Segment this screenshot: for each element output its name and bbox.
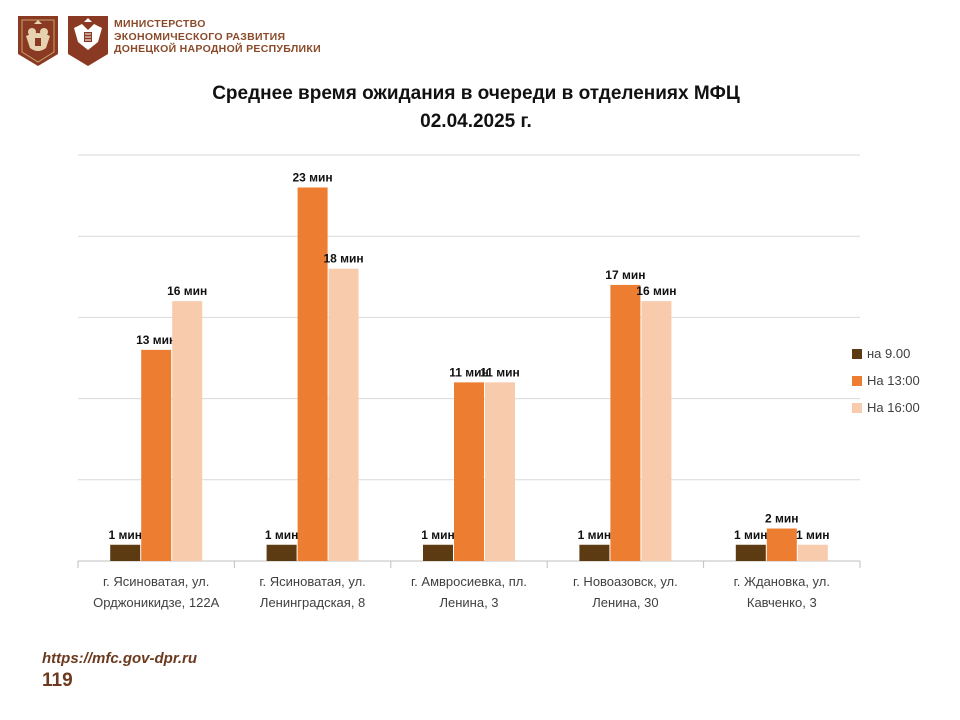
data-label: 2 мин bbox=[765, 512, 799, 526]
data-label: 17 мин bbox=[605, 268, 645, 282]
data-label: 1 мин bbox=[734, 528, 768, 542]
category-label: г. Ждановка, ул. bbox=[734, 574, 830, 589]
ministry-line: МИНИСТЕРСТВО bbox=[114, 18, 206, 30]
category-label: г. Новоазовск, ул. bbox=[573, 574, 678, 589]
data-label: 18 мин bbox=[324, 252, 364, 266]
bar bbox=[266, 544, 297, 561]
bar bbox=[172, 301, 203, 561]
category-label: Ленина, 3 bbox=[439, 595, 498, 610]
category-label: г. Ясиноватая, ул. bbox=[259, 574, 365, 589]
category-label: Кавченко, 3 bbox=[747, 595, 817, 610]
data-label: 1 мин bbox=[578, 528, 612, 542]
data-label: 11 мин bbox=[480, 365, 520, 379]
legend-label: На 13:00 bbox=[867, 373, 920, 388]
legend-swatch bbox=[852, 402, 862, 413]
ministry-line: ДОНЕЦКОЙ НАРОДНОЙ РЕСПУБЛИКИ bbox=[114, 43, 321, 55]
ministry-name: МИНИСТЕРСТВО ЭКОНОМИЧЕСКОГО РАЗВИТИЯ ДОН… bbox=[114, 18, 321, 56]
header: МИНИСТЕРСТВО ЭКОНОМИЧЕСКОГО РАЗВИТИЯ ДОН… bbox=[16, 14, 436, 68]
bar bbox=[485, 382, 515, 561]
bar bbox=[641, 301, 672, 561]
category-label: г. Ясиноватая, ул. bbox=[103, 574, 209, 589]
bar bbox=[141, 349, 172, 561]
bar bbox=[423, 544, 453, 561]
legend-swatch bbox=[852, 375, 862, 386]
bar bbox=[797, 544, 828, 561]
legend-label: На 16:00 bbox=[867, 400, 920, 415]
chart-date: 02.04.2025 г. bbox=[420, 111, 532, 132]
data-label: 1 мин bbox=[265, 528, 299, 542]
eagle-coat-of-arms-icon bbox=[66, 14, 110, 68]
category-label: г. Амвросиевка, пл. bbox=[411, 574, 527, 589]
page-number: 119 bbox=[42, 670, 73, 691]
data-label: 23 мин bbox=[293, 170, 333, 184]
category-label: Орджоникидзе, 122А bbox=[93, 595, 219, 610]
legend-label: на 9.00 bbox=[867, 346, 911, 361]
data-label: 16 мин bbox=[636, 284, 676, 298]
legend-item: На 13:00 bbox=[852, 367, 920, 394]
bar bbox=[454, 382, 484, 561]
footer-url: https://mfc.gov-dpr.ru bbox=[42, 650, 197, 667]
legend-item: на 9.00 bbox=[852, 340, 920, 367]
legend-swatch bbox=[852, 348, 862, 359]
data-label: 11 мин bbox=[449, 365, 489, 379]
bar bbox=[297, 187, 328, 562]
bar bbox=[766, 528, 797, 561]
data-label: 1 мин bbox=[108, 528, 142, 542]
category-label: Ленинградская, 8 bbox=[260, 595, 365, 610]
bar bbox=[610, 284, 641, 561]
data-label: 1 мин bbox=[796, 528, 830, 542]
data-label: 13 мин bbox=[136, 333, 176, 347]
category-label: Ленина, 30 bbox=[592, 595, 658, 610]
chart-legend: на 9.00 На 13:00 На 16:00 bbox=[852, 340, 920, 421]
legend-item: На 16:00 bbox=[852, 394, 920, 421]
chart-title: Среднее время ожидания в очереди в отдел… bbox=[212, 83, 740, 104]
coat-of-arms-icon bbox=[16, 14, 60, 68]
bar bbox=[110, 544, 141, 561]
bar bbox=[579, 544, 610, 561]
data-label: 1 мин bbox=[421, 528, 455, 542]
ministry-line: ЭКОНОМИЧЕСКОГО РАЗВИТИЯ bbox=[114, 30, 286, 43]
data-label: 16 мин bbox=[167, 284, 207, 298]
bar bbox=[735, 544, 766, 561]
bar bbox=[328, 268, 359, 561]
